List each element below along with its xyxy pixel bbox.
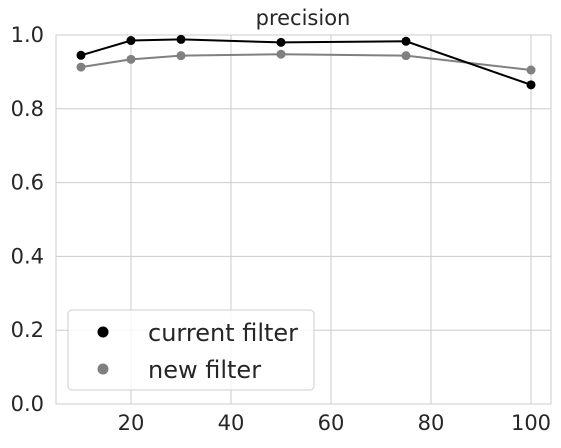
- tick-labels: 20 40 60 80 100 0.0 0.2 0.4 0.6 0.8 1.0: [11, 23, 551, 435]
- legend-label: new filter: [148, 356, 261, 384]
- y-tick-label: 0.2: [11, 318, 44, 342]
- data-point-current-filter: [126, 36, 136, 46]
- data-point-current-filter: [401, 36, 411, 46]
- plot-frame: [55, 34, 552, 405]
- x-tick-label: 80: [418, 411, 445, 435]
- y-tick-label: 0.4: [11, 244, 44, 268]
- series-line-current-filter: [80, 38, 532, 86]
- chart-title: precision: [256, 6, 351, 30]
- data-point-new-filter: [276, 49, 286, 59]
- data-point-current-filter: [176, 34, 186, 44]
- x-tick-label: 20: [118, 411, 145, 435]
- legend: current filter new filter: [67, 309, 315, 391]
- y-tick-label: 0.6: [11, 171, 44, 195]
- y-tick-label: 0.0: [11, 392, 44, 416]
- data-point-new-filter: [176, 51, 186, 61]
- data-point-current-filter: [276, 37, 286, 47]
- data-point-new-filter: [76, 62, 86, 72]
- legend-label: current filter: [148, 319, 298, 347]
- x-tick-label: 100: [511, 411, 551, 435]
- legend-marker-current-filter: [97, 326, 109, 338]
- x-tick-label: 40: [218, 411, 245, 435]
- data-point-current-filter: [76, 50, 86, 60]
- series-line-new-filter: [80, 53, 532, 72]
- legend-marker-new-filter: [97, 363, 109, 375]
- data-point-new-filter: [126, 54, 136, 64]
- data-point-new-filter: [526, 65, 536, 75]
- legend-box: [67, 309, 315, 391]
- x-tick-label: 60: [318, 411, 345, 435]
- y-tick-label: 1.0: [11, 23, 44, 47]
- y-tick-label: 0.8: [11, 97, 44, 121]
- data-point-new-filter: [401, 51, 411, 61]
- data-point-current-filter: [526, 80, 536, 90]
- series-layer: [76, 34, 536, 90]
